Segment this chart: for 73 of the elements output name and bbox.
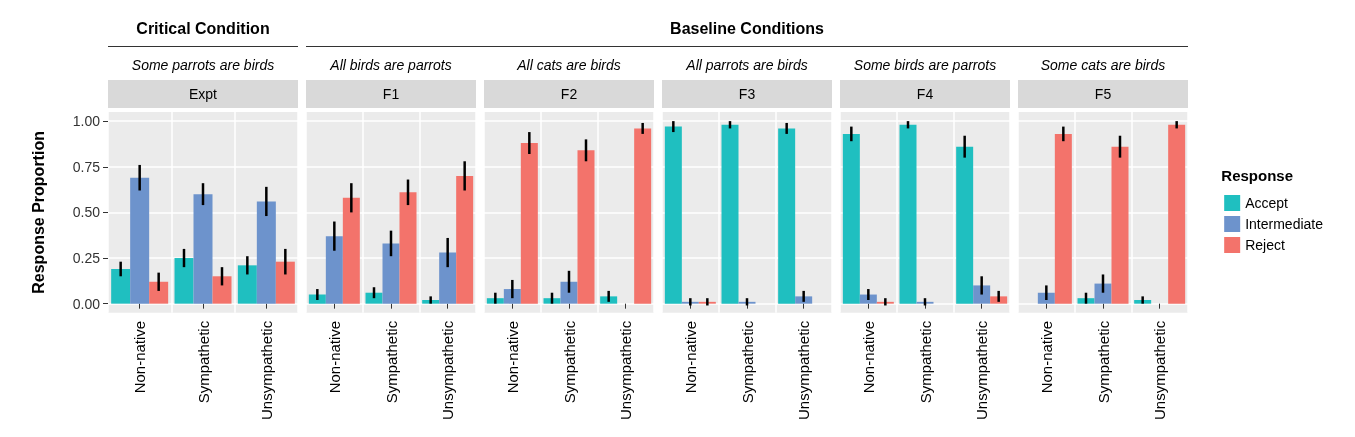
bar [237, 265, 257, 304]
x-tick-label: Non-native [859, 320, 877, 394]
bar [130, 177, 150, 304]
y-axis-title: Response Proportion [29, 131, 47, 294]
bar [1054, 133, 1072, 304]
bar [174, 258, 194, 304]
x-tick-label: Non-native [131, 320, 149, 394]
chart-title: F4 [840, 80, 1010, 108]
bar [721, 124, 739, 304]
bar [577, 150, 595, 304]
x-tick-label: Non-native [325, 320, 343, 394]
bar [1168, 124, 1186, 304]
bar [664, 126, 682, 304]
bar [342, 197, 360, 304]
bar [275, 261, 295, 304]
legend-label: Accept [1245, 195, 1289, 211]
x-tick-label: Unsympathetic [257, 320, 275, 421]
x-tick-label: Non-native [1037, 320, 1055, 394]
x-tick-label: Sympathetic [560, 320, 578, 404]
bar [560, 281, 578, 304]
chart-title: F3 [662, 80, 832, 108]
chart-title: F2 [484, 80, 654, 108]
chart-subtitle: Some parrots are birds [130, 56, 276, 75]
legend-label: Intermediate [1245, 216, 1324, 232]
chart-title: Expt [108, 80, 298, 108]
bar [1094, 283, 1112, 304]
bar [973, 285, 991, 304]
chart-subtitle: All cats are birds [516, 56, 622, 75]
x-tick-label: Non-native [503, 320, 521, 394]
y-tick-label: 0.50 [72, 204, 101, 221]
chart-subtitle: Some cats are birds [1039, 56, 1167, 75]
x-tick-label: Sympathetic [738, 320, 756, 404]
bar [842, 133, 860, 304]
bar [111, 268, 131, 304]
text: Baseline Conditions [306, 12, 1188, 47]
x-tick-label: Sympathetic [382, 320, 400, 404]
y-tick-label: 1.00 [72, 113, 101, 130]
y-tick-label: 0.00 [72, 295, 101, 312]
x-tick-label: Sympathetic [916, 320, 934, 404]
bar [256, 201, 276, 304]
bar [778, 128, 796, 304]
x-tick-label: Unsympathetic [617, 320, 635, 421]
bar [634, 128, 652, 304]
bar [956, 146, 974, 304]
bar [1111, 146, 1129, 304]
text: Critical Condition [108, 12, 298, 47]
bar [365, 292, 383, 304]
legend-title: Response [1221, 167, 1294, 184]
x-tick-label: Unsympathetic [439, 320, 457, 421]
bar [899, 124, 917, 304]
bar [520, 143, 538, 304]
bar [382, 243, 400, 304]
y-tick-label: 0.25 [72, 250, 101, 267]
chart-subtitle: All birds are parrots [329, 56, 453, 75]
y-tick-label: 0.75 [72, 158, 101, 175]
x-tick-label: Unsympathetic [973, 320, 991, 421]
bar [456, 175, 474, 304]
chart-title: F1 [306, 80, 476, 108]
x-tick-label: Unsympathetic [795, 320, 813, 421]
bar [325, 236, 343, 304]
bar [193, 194, 213, 304]
bar [439, 252, 457, 304]
x-tick-label: Sympathetic [194, 320, 212, 404]
bar [149, 281, 169, 304]
x-tick-label: Unsympathetic [1151, 320, 1169, 421]
x-tick-label: Non-native [681, 320, 699, 394]
x-tick-label: Sympathetic [1094, 320, 1112, 404]
legend-label: Reject [1245, 237, 1285, 253]
bar [399, 192, 417, 304]
chart-title: F5 [1018, 80, 1188, 108]
chart-subtitle: All parrots are birds [685, 56, 809, 75]
bar [212, 276, 232, 304]
chart-subtitle: Some birds are parrots [852, 56, 998, 75]
